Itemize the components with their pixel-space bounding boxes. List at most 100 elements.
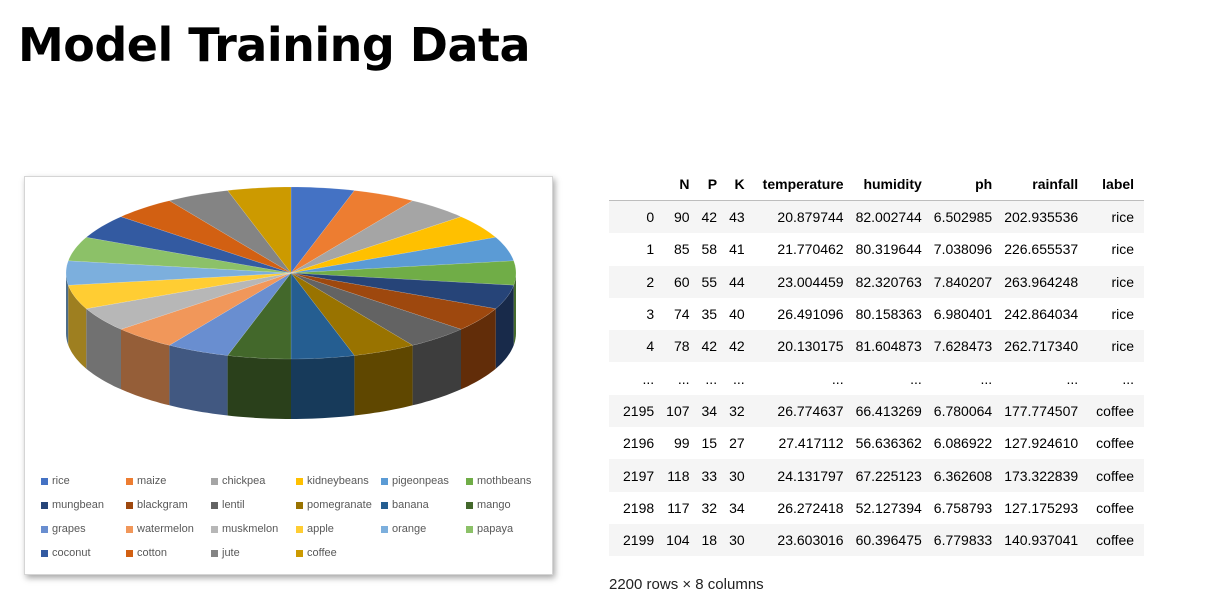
table-cell: 23.004459 — [777, 273, 844, 290]
row-index: 2 — [646, 273, 655, 290]
table-cell: 30 — [729, 467, 745, 484]
legend-swatch — [381, 525, 388, 533]
legend-item-papaya: papaya — [466, 521, 551, 537]
table-cell: 226.655537 — [1004, 241, 1079, 258]
pie-slice-kidneybeans — [290, 216, 497, 274]
table-shape-summary: 2200 rows × 8 columns — [609, 576, 764, 593]
legend-swatch — [41, 549, 48, 557]
pie-slice-lentil — [290, 272, 462, 346]
row-index: 2199 — [623, 532, 655, 549]
legend-swatch — [126, 525, 133, 533]
table-cell: 7.628473 — [933, 338, 993, 355]
legend-item-jute: jute — [211, 545, 296, 561]
legend-label: banana — [392, 499, 429, 511]
table-body: 0 90 42 43 20.879744 82.002744 6.502985 202.935… — [609, 200, 1145, 557]
table-cell: 173.322839 — [1004, 467, 1079, 484]
table-cell: 6.980401 — [933, 306, 993, 323]
legend-swatch — [381, 477, 388, 485]
table-row: 2197 118 33 30 24.131797 67.225123 6.362608 173… — [609, 459, 1145, 492]
legend-swatch — [296, 477, 303, 485]
table-cell: 80.319644 — [855, 241, 922, 258]
pie-side-lentil — [412, 329, 461, 406]
table-cell: rice — [1111, 241, 1135, 258]
legend-label: pigeonpeas — [392, 475, 449, 487]
table-cell: 67.225123 — [855, 467, 922, 484]
legend-swatch — [211, 501, 218, 509]
table-cell: 127.175293 — [1004, 499, 1079, 516]
table-cell: 32 — [701, 499, 718, 516]
table-cell: 74 — [673, 306, 690, 323]
legend-item-pigeonpeas: pigeonpeas — [381, 473, 466, 489]
pie-slice-maize — [290, 190, 414, 274]
table-cell: 42 — [701, 338, 718, 355]
column-header-K: K — [723, 168, 751, 201]
table-cell: ... — [831, 370, 844, 387]
table-cell: 32 — [729, 402, 745, 419]
pie-slice-mungbean — [290, 272, 515, 309]
table-cell: 6.362608 — [933, 467, 993, 484]
pie-side-banana — [291, 355, 355, 419]
table-row: 2198 117 32 34 26.272418 52.127394 6.758793 127… — [609, 492, 1144, 524]
chart-legend: rice maize chickpea kidneybeans pigeonpeas mo… — [41, 473, 551, 561]
pie-side-pomegranate — [354, 345, 413, 416]
legend-item-banana: banana — [381, 497, 466, 513]
pie-slice-muskmelon — [85, 272, 292, 330]
legend-swatch — [466, 501, 473, 509]
column-header-index — [609, 168, 661, 201]
pie-slice-pigeonpeas — [290, 237, 515, 274]
table-cell: 262.717340 — [1004, 338, 1079, 355]
table-cell: 40 — [729, 306, 745, 323]
row-index: 2196 — [623, 435, 655, 452]
table-cell: 7.038096 — [933, 241, 993, 258]
table-cell: 90 — [673, 209, 690, 226]
table-cell: 140.937041 — [1004, 532, 1079, 549]
table-cell: 24.131797 — [777, 467, 844, 484]
table-row: 2196 99 15 27 27.417112 56.636362 6.086922 127.… — [609, 427, 1144, 459]
legend-label: coconut — [52, 547, 91, 559]
pie-side-mungbean — [495, 285, 514, 369]
legend-label: mungbean — [52, 499, 104, 511]
table-cell: 58 — [701, 241, 718, 258]
table-cell: 118 — [667, 467, 690, 484]
table-cell: 6.779833 — [933, 532, 993, 549]
legend-item-chickpea: chickpea — [211, 473, 296, 489]
legend-swatch — [126, 549, 133, 557]
row-index: 0 — [646, 209, 655, 226]
table-cell: ... — [677, 370, 690, 387]
legend-label: blackgram — [137, 499, 188, 511]
table-cell: 42 — [701, 209, 718, 226]
pie-slice-mothbeans — [290, 260, 517, 286]
legend-item-coconut: coconut — [41, 545, 126, 561]
legend-swatch — [381, 501, 388, 509]
legend-label: grapes — [52, 523, 86, 535]
legend-label: kidneybeans — [307, 475, 369, 487]
page-title: Model Training Data — [18, 18, 531, 72]
legend-item-apple: apple — [296, 521, 381, 537]
table-row: 0 90 42 43 20.879744 82.002744 6.502985 202.935… — [609, 200, 1145, 234]
table-cell: 33 — [701, 467, 718, 484]
legend-swatch — [41, 477, 48, 485]
table-row: 4 78 42 42 20.130175 81.604873 7.628473 262.717… — [609, 330, 1145, 363]
legend-label: chickpea — [222, 475, 266, 487]
pie-slice-watermelon — [120, 272, 292, 346]
legend-label: muskmelon — [222, 523, 279, 535]
table-cell: 82.320763 — [855, 273, 922, 290]
legend-swatch — [296, 525, 303, 533]
column-header-humidity: humidity — [849, 168, 928, 201]
table-cell: 6.780064 — [933, 402, 993, 419]
table-row: 2195 107 34 32 26.774637 66.413269 6.780064 177… — [609, 394, 1145, 428]
table-cell: 85 — [673, 241, 690, 258]
row-index: 3 — [646, 306, 655, 323]
pie-slice-banana — [290, 272, 355, 360]
pie-slice-coffee — [227, 186, 292, 274]
legend-label: pomegranate — [307, 499, 372, 511]
table-cell: ... — [705, 370, 718, 387]
legend-label: lentil — [222, 499, 245, 511]
row-index: 4 — [646, 338, 655, 355]
row-index: 2195 — [623, 402, 655, 419]
table-cell: 117 — [667, 499, 690, 516]
legend-item-cotton: cotton — [126, 545, 211, 561]
legend-swatch — [41, 525, 48, 533]
table-cell: 15 — [701, 435, 718, 452]
table-row: 1 85 58 41 21.770462 80.319644 7.038096 226.655… — [609, 233, 1144, 265]
